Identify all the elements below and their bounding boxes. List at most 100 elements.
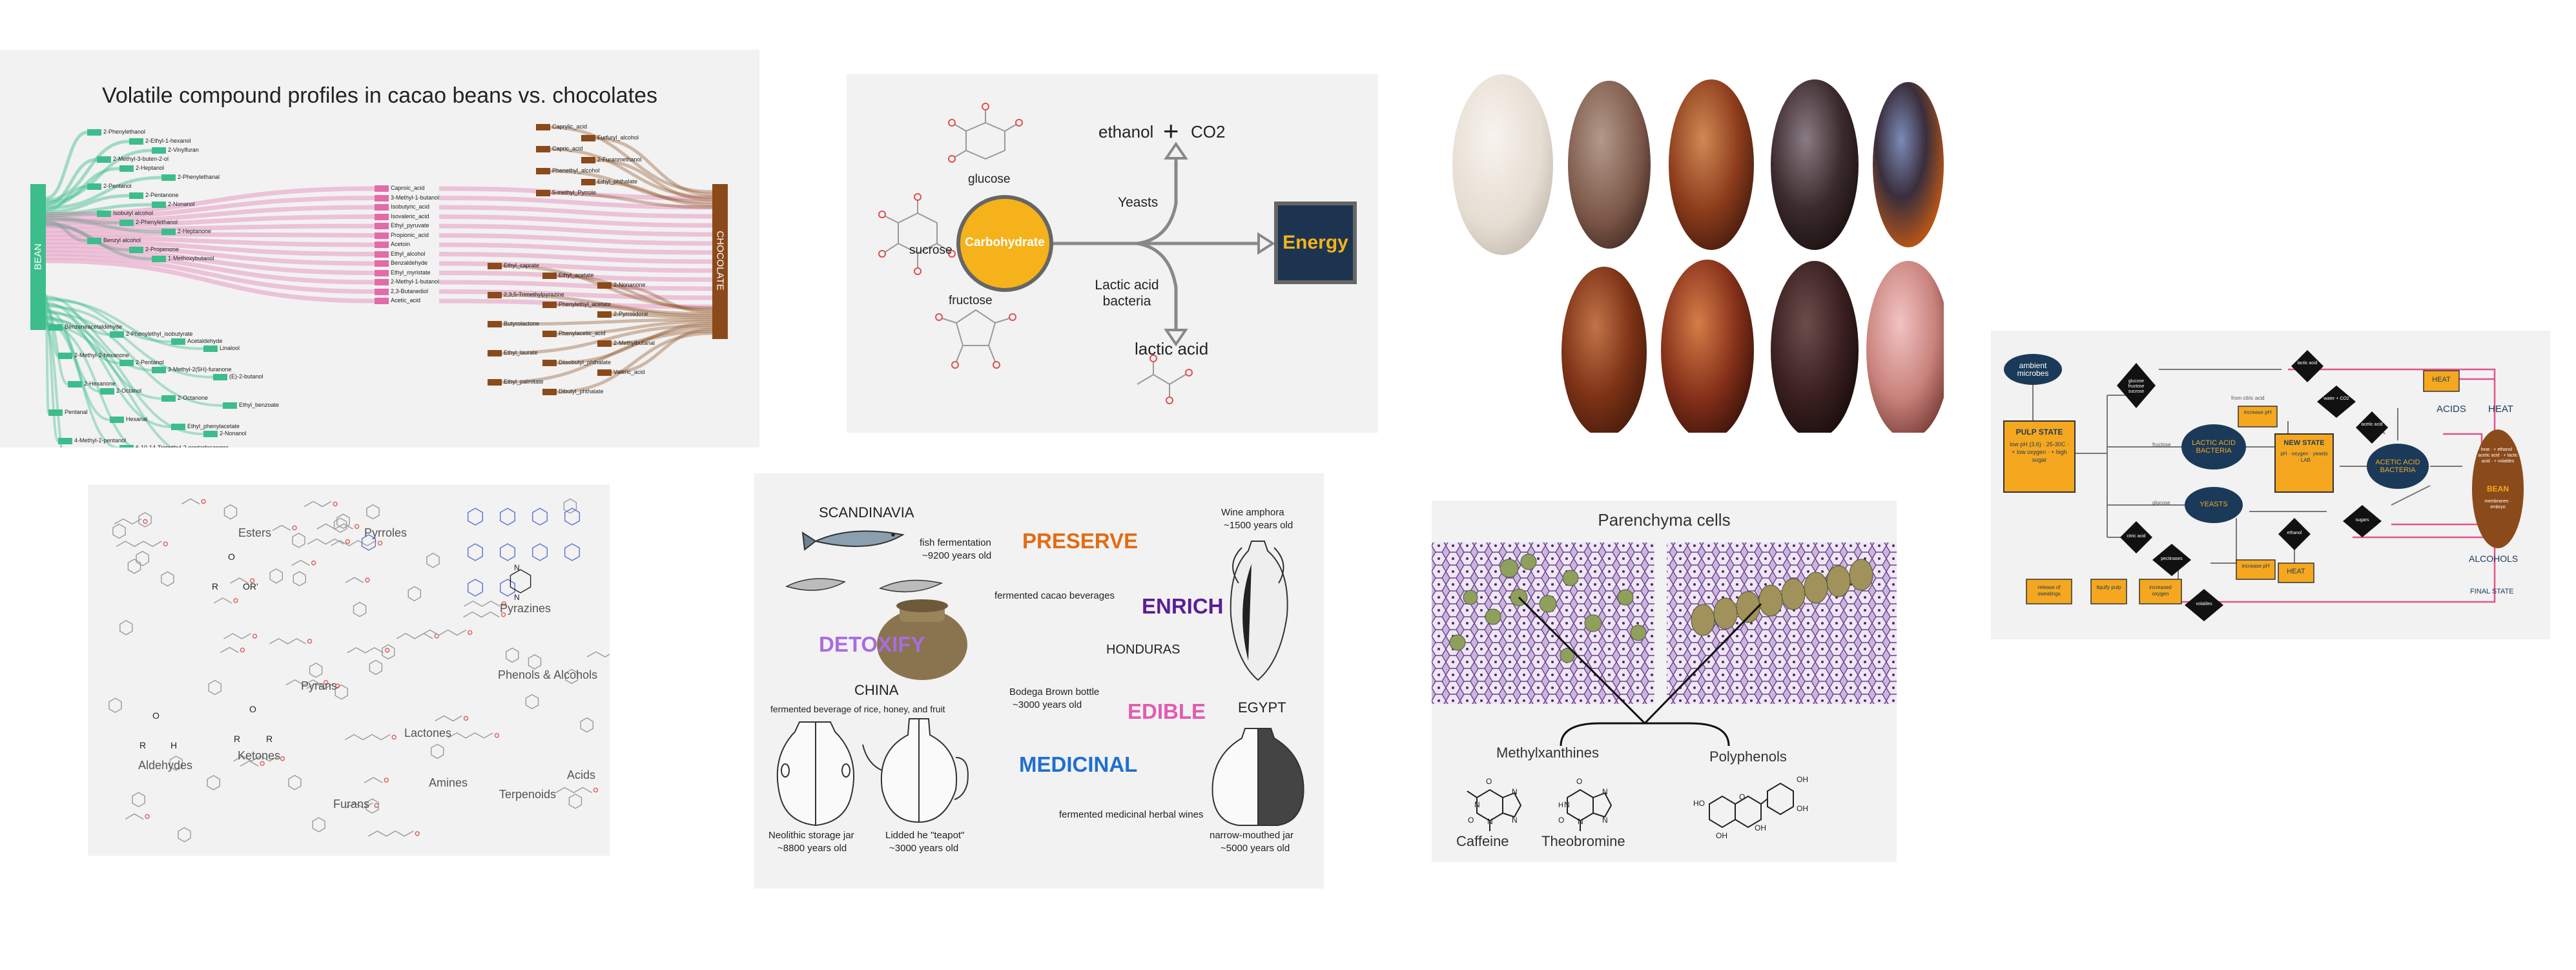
sankey-flow [45,307,68,386]
process-diagram [2003,350,2524,621]
bean-top-compound-label: 2-Vinylfuran [168,147,199,153]
teapot-illustration [862,718,969,823]
molecule-ring [293,571,306,586]
molecule-ring [288,774,302,790]
choc-bottom-swatch [597,282,612,289]
sankey-flow [610,322,713,346]
caffeine-atom-n2: N [1487,817,1493,826]
bean-bottom-compound-label: 3-Methyl-2(5H)-furanone [168,366,232,373]
choc-bottom-swatch [488,263,502,269]
oxygen-atom [500,612,506,617]
polyphenol-atom-oh2: OH [1755,823,1766,832]
neolithic-jar-label: Neolithic storage jar [768,830,854,841]
shared-compound-label: Caproic_acid [391,185,425,191]
shared-compound-label: 3-Methyl-1-butanol [391,194,440,201]
oxygen-atom [249,578,255,583]
scandinavia-label: SCANDINAVIA [819,504,914,521]
bean-bottom-compound-label: 2-Pentanol [136,359,164,366]
sugars-diamond-2 [2343,505,2382,537]
molecule-ring [564,508,580,526]
glucose-fructose-label: glucose fructose sucrose [2128,379,2145,394]
molecule-chain [367,830,414,837]
cells-pointer-lines [1518,596,1762,747]
shared-compound-label: Propionic_acid [391,231,429,238]
bean-top-swatch [87,238,101,244]
sankey-flow [438,261,713,273]
molecule-ring [108,697,122,714]
water-co2-diamond [2317,386,2356,418]
sankey-flow [45,308,101,393]
sankey-flow [45,298,204,350]
terpenoids-label: Terpenoids [499,788,557,801]
molecule-chain [344,734,391,741]
bean-bottom-compound-label: 2-Octanone [178,395,209,401]
bean-bottom-swatch [48,324,63,331]
sankey-flow [45,239,375,256]
lab-label: LACTIC ACID BACTERIA [2192,439,2236,455]
bean-bottom-compound-label: 6-10-14-Trimethyl-2-pentadecanone [136,444,229,448]
oxygen-atom [463,716,469,721]
bodega-label: Bodega Brown bottle [1009,686,1100,697]
pyrazines-label: Pyrazines [500,602,551,615]
sankey-flow [610,313,713,320]
theobromine-atom-h: H [1558,801,1563,809]
sankey-flow [500,293,713,316]
bean-photo-9 [1866,261,1944,433]
sankey-flow [45,196,375,221]
bean-bottom-swatch [110,417,124,423]
sankey-flow [593,158,713,201]
pectinases-diamond [2152,544,2191,576]
pyrans-label: Pyrans [301,679,338,692]
lactic-acid-label: lactic acid [1135,339,1209,358]
release-box [2026,579,2072,604]
bean-list: + heat · + ethanol · + acetic acid · + l… [2477,448,2519,464]
acids-label: Acids [567,769,596,781]
theobromine-label: Theobromine [1541,833,1625,849]
molecule-chain [463,601,500,607]
neolithic-jar-age-label: ~8800 years old [778,843,847,854]
sankey-flow [45,313,50,414]
sankey-flow [438,186,713,201]
sankey-flow [500,329,713,384]
sankey-flow [45,158,98,206]
bean-sub: membranes · embryo [2484,499,2511,510]
parenchyma-panel: Parenchyma cells Methylxanthines Polyphe… [1432,500,1897,862]
bean-top-swatch [87,183,101,190]
aldehyde-atom-o: O [152,710,160,721]
oxygen-atom [333,501,338,507]
bean-bottom-swatch [213,374,227,380]
bean-bottom-swatch [100,388,114,395]
molecule-chain [230,577,249,584]
molecule-chain [223,633,251,639]
china-sub-label: fermented beverage of rice, honey, and f… [770,704,945,714]
energy-node [1274,201,1357,284]
lab-label-line2: bacteria [1102,294,1151,309]
choc-bottom-swatch [542,360,557,366]
enrich-label: ENRICH [1142,594,1224,618]
bean-top-swatch [97,156,111,163]
yeasts-label: YEASTS [2200,500,2228,508]
theobromine-atom-n1: N [1564,800,1570,809]
oxygen-atom [377,541,383,546]
molecule-ring [382,644,395,660]
medicinal-label: MEDICINAL [1019,752,1138,776]
bean-title: BEAN [2486,484,2509,493]
sankey-flow [45,254,375,294]
aldehyde-atom-h: H [170,740,178,750]
ketones-label: Ketones [238,749,281,762]
oxygen-atom [494,733,500,738]
bean-final-node [2472,429,2524,548]
heat-box-top [2423,370,2460,392]
new-state-sub: pH · oxygen · yeasts · LAB [2280,451,2328,463]
molecule-ring [532,543,548,561]
molecule-ring [312,817,325,832]
bean-top-compound-label: 2-Methyl-3-buten-2-ol [113,156,169,162]
ethanol-diamond [2278,518,2311,550]
cell-micrographs [1432,542,1897,831]
sucrose-label: sucrose [909,243,953,257]
choc-bottom-compound-label: 2,3,5-Trimethylpyrazine [504,291,564,298]
theobromine-structure [1567,789,1613,831]
shared-swatch [375,204,389,211]
choc-top-compound-label: Caprylic_acid [552,123,588,130]
choc-bottom-compound-label: Butyrolactone [504,320,540,327]
